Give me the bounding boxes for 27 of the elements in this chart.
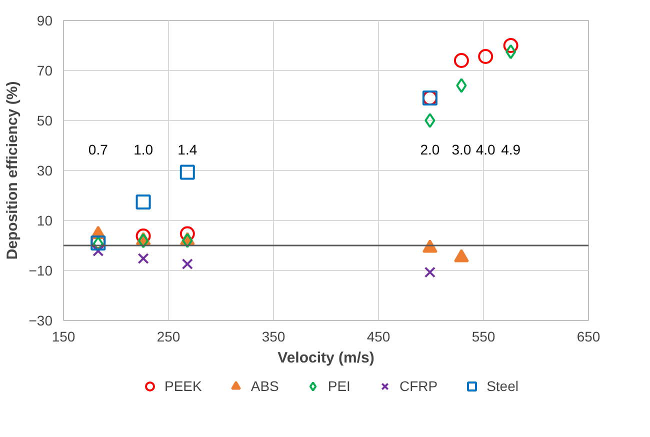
y-tick-label: −30 [28, 312, 53, 328]
x-tick-label: 350 [262, 328, 286, 344]
y-tick-label: 10 [36, 212, 53, 228]
annotation: 4.9 [501, 142, 521, 158]
x-tick-label: 550 [472, 328, 496, 344]
x-tick-label: 150 [52, 328, 76, 344]
annotation: 1.0 [134, 142, 154, 158]
annotation: 4.0 [476, 142, 496, 158]
x-tick-label: 250 [156, 328, 180, 344]
legend-label: Steel [486, 378, 518, 394]
x-axis-title: Velocity (m/s) [278, 350, 374, 366]
legend-label: ABS [250, 378, 279, 394]
y-tick-label: 50 [36, 112, 53, 128]
y-tick-label: 70 [36, 62, 53, 78]
y-tick-label: 90 [36, 12, 53, 28]
y-tick-label: 30 [36, 162, 53, 178]
legend-label: PEI [328, 378, 350, 394]
y-axis-title: Deposition efficiency (%) [4, 81, 21, 260]
annotation: 2.0 [420, 142, 440, 158]
y-tick-label: −10 [28, 262, 53, 278]
annotation: 3.0 [452, 142, 472, 158]
x-tick-label: 650 [576, 328, 600, 344]
legend-label: PEEK [164, 378, 202, 394]
x-tick-label: 450 [366, 328, 390, 344]
annotation: 0.7 [88, 142, 108, 158]
legend-label: CFRP [399, 378, 438, 394]
annotation: 1.4 [178, 142, 198, 158]
